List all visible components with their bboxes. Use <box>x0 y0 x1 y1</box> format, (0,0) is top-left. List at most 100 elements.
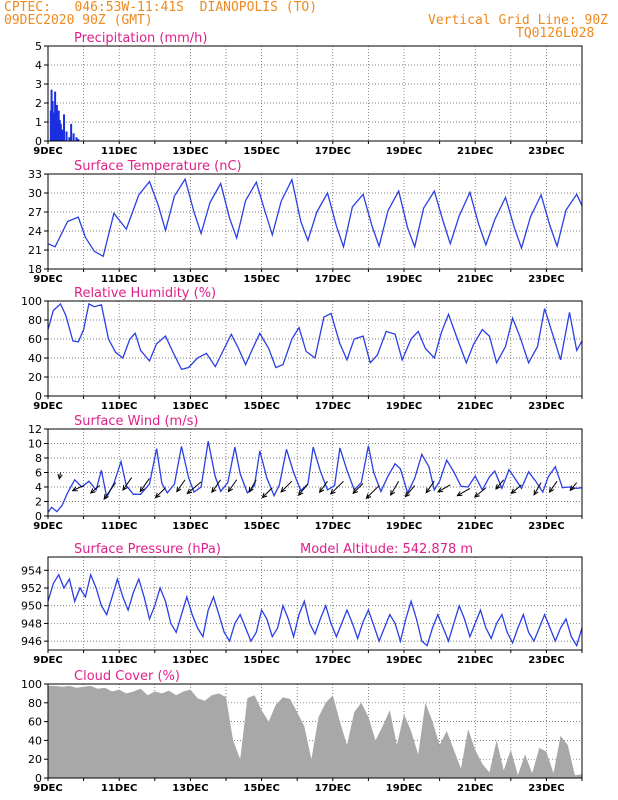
y-tick-label: 60 <box>28 716 42 729</box>
y-tick-label: 6 <box>35 467 42 480</box>
x-tick-label: 11DEC <box>101 401 137 412</box>
wind-arrow <box>227 479 238 493</box>
wind-arrow-shaft <box>549 480 558 493</box>
x-tick-label: 9DEC <box>33 146 62 157</box>
panel-4 <box>44 556 583 653</box>
x-tick-label: 19DEC <box>386 274 422 285</box>
y-tick-label: 100 <box>21 295 42 308</box>
wind-arrow-head <box>456 491 463 497</box>
panel-frame <box>47 683 583 779</box>
x-tick-label: 13DEC <box>172 401 208 412</box>
wind-arrow-shaft <box>319 480 328 493</box>
x-tick-label: 17DEC <box>315 521 351 532</box>
x-tick-label: 21DEC <box>457 146 493 157</box>
y-tick-label: 60 <box>28 333 42 346</box>
wind-arrow <box>122 477 133 491</box>
wind-arrow <box>495 479 505 490</box>
wind-arrow <box>103 482 117 500</box>
x-tick-label: 19DEC <box>386 146 422 157</box>
wind-arrow <box>352 483 364 495</box>
wind-arrow <box>248 479 257 493</box>
series-line <box>47 302 583 371</box>
x-tick-label: 17DEC <box>315 274 351 285</box>
y-tick-label: 2 <box>35 496 42 509</box>
wind-arrow <box>186 481 202 495</box>
y-tick-label: 18 <box>28 263 42 276</box>
x-tick-label: 9DEC <box>33 783 62 794</box>
x-tick-label: 9DEC <box>33 655 62 666</box>
x-tick-label: 17DEC <box>315 401 351 412</box>
y-tick-label: 20 <box>28 371 42 384</box>
x-tick-label: 13DEC <box>172 146 208 157</box>
wind-arrow-shaft <box>211 479 222 493</box>
wind-arrow-head <box>318 487 325 494</box>
wind-arrow <box>548 480 558 493</box>
x-tick-label: 13DEC <box>172 783 208 794</box>
panel-title: Cloud Cover (%) <box>74 669 180 684</box>
wind-arrow-shaft <box>103 482 117 500</box>
wind-arrow-head <box>548 486 555 493</box>
wind-arrow-shaft <box>139 478 150 492</box>
x-tick-label: 19DEC <box>386 783 422 794</box>
wind-arrow-head <box>89 488 96 494</box>
y-tick-label: 0 <box>35 390 42 403</box>
wind-arrow-head <box>154 492 161 499</box>
panel-title: Surface Pressure (hPa) <box>74 542 221 557</box>
x-tick-label: 11DEC <box>101 783 137 794</box>
wind-arrow-shaft <box>569 482 578 491</box>
panel-title: Precipitation (mm/h) <box>74 31 207 46</box>
panel-3 <box>44 428 583 519</box>
wind-arrow <box>176 479 186 493</box>
x-tick-label: 21DEC <box>457 521 493 532</box>
wind-arrow <box>297 483 309 497</box>
series-line <box>47 177 583 258</box>
wind-arrow-head <box>211 487 217 494</box>
x-tick-label: 21DEC <box>457 274 493 285</box>
wind-arrow <box>365 485 380 500</box>
y-tick-label: 0 <box>35 772 42 785</box>
wind-arrow-shaft <box>90 485 100 494</box>
header-station: CPTEC: 046:53W-11:41S DIANOPOLIS (TO) <box>4 0 318 15</box>
panel-frame <box>47 300 583 397</box>
y-tick-label: 8 <box>35 452 42 465</box>
panel-frame <box>47 45 583 142</box>
wind-arrow-head <box>404 491 411 498</box>
x-tick-label: 15DEC <box>243 521 279 532</box>
y-tick-label: 24 <box>28 225 42 238</box>
wind-arrow <box>425 480 435 494</box>
wind-arrow-head <box>103 494 109 500</box>
wind-arrow <box>318 480 328 494</box>
wind-arrow-head <box>495 483 501 490</box>
x-tick-label: 23DEC <box>528 655 564 666</box>
y-tick-label: 27 <box>28 206 42 219</box>
precip-bar <box>58 120 61 141</box>
x-tick-label: 19DEC <box>386 401 422 412</box>
wind-arrow <box>89 485 100 494</box>
wind-arrow-head <box>139 486 145 493</box>
panel-title: Surface Temperature (nC) <box>74 159 242 174</box>
y-tick-label: 946 <box>21 635 42 648</box>
wind-arrow-shaft <box>280 480 293 493</box>
wind-arrow-shaft <box>248 479 257 493</box>
x-tick-label: 11DEC <box>101 521 137 532</box>
x-tick-label: 23DEC <box>528 274 564 285</box>
wind-arrow <box>510 484 522 495</box>
wind-arrow-shaft <box>405 485 416 497</box>
precip-bar <box>56 122 59 141</box>
wind-arrow-shaft <box>390 480 400 496</box>
precip-bar <box>61 129 64 141</box>
wind-arrow-shaft <box>533 482 542 496</box>
precip-bar <box>65 131 68 141</box>
wind-arrow-head <box>297 490 304 497</box>
y-tick-label: 40 <box>28 352 42 365</box>
y-tick-label: 100 <box>21 678 42 691</box>
x-tick-label: 17DEC <box>315 783 351 794</box>
x-tick-label: 15DEC <box>243 401 279 412</box>
x-tick-label: 9DEC <box>33 521 62 532</box>
wind-arrow-head <box>186 488 193 495</box>
x-tick-label: 19DEC <box>386 521 422 532</box>
wind-arrow-head <box>437 487 444 493</box>
x-tick-label: 11DEC <box>101 146 137 157</box>
panel-1 <box>44 173 583 272</box>
